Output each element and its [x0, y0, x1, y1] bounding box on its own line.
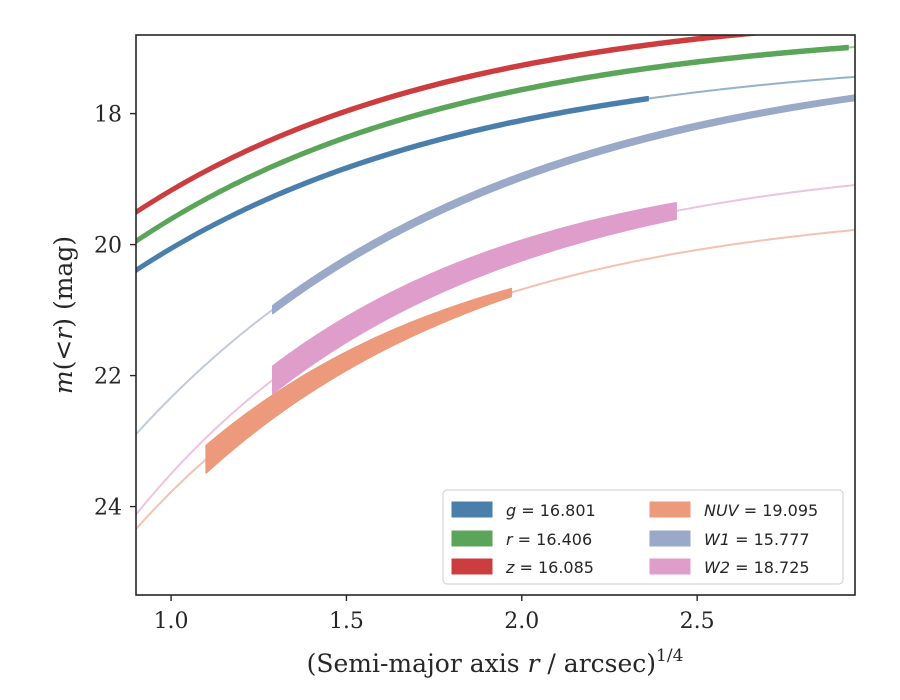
data-band-nuv: [205, 287, 513, 474]
series-layer: [136, 35, 855, 530]
data-band-g: [136, 95, 649, 274]
legend-swatch-nuv: [649, 501, 691, 518]
legend-label-r: r = 16.406: [506, 530, 592, 549]
y-axis-title: m(<r) (mag): [49, 236, 78, 394]
legend-label-w2: W2 = 18.725: [704, 558, 810, 577]
x-tick-label: 1.0: [154, 609, 189, 634]
model-curve-w2: [136, 183, 855, 516]
legend-label-w1: W1 = 15.777: [704, 530, 810, 549]
y-tick-label: 24: [94, 496, 122, 521]
data-band-z: [136, 35, 763, 215]
x-tick-label: 2.5: [680, 609, 715, 634]
data-band-w2: [271, 201, 677, 395]
legend-swatch-r: [451, 530, 493, 547]
plot-frame: [135, 34, 856, 596]
legend-swatch-g: [451, 501, 493, 518]
legend-swatch-w1: [649, 530, 691, 547]
x-axis-title: (Semi-major axis r / arcsec)1/4: [307, 646, 684, 678]
legend-items: g = 16.801 r = 16.406 z = 16.085 NUV = 19.0…: [451, 501, 818, 577]
y-tick-label: 18: [94, 103, 122, 128]
legend-swatch-z: [451, 558, 493, 575]
x-tick-label: 2.0: [504, 609, 539, 634]
x-axis-ticks: 1.0 1.5 2.0 2.5: [154, 595, 715, 634]
model-curve-nuv: [136, 228, 855, 530]
legend-swatch-w2: [649, 558, 691, 575]
y-tick-label: 22: [94, 365, 122, 390]
x-tick-label: 1.5: [329, 609, 364, 634]
data-band-r: [136, 44, 849, 245]
model-curve-g: [136, 75, 855, 272]
y-tick-label: 20: [94, 234, 122, 259]
legend-label-z: z = 16.085: [505, 558, 594, 577]
legend: g = 16.801 r = 16.406 z = 16.085 NUV = 19.0…: [442, 489, 844, 585]
y-axis-ticks: 18 20 22 24: [94, 103, 136, 521]
legend-label-g: g = 16.801: [506, 501, 596, 520]
legend-frame: [442, 489, 844, 585]
legend-label-nuv: NUV = 19.095: [704, 501, 818, 520]
data-band-w1: [271, 94, 855, 315]
